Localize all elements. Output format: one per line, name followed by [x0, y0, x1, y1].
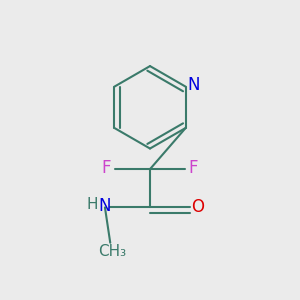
Text: N: N — [187, 76, 200, 94]
Text: F: F — [189, 159, 198, 177]
Text: O: O — [191, 198, 205, 216]
Text: H: H — [86, 197, 98, 212]
Text: CH₃: CH₃ — [98, 244, 126, 259]
Text: F: F — [102, 159, 111, 177]
Text: N: N — [99, 197, 111, 215]
